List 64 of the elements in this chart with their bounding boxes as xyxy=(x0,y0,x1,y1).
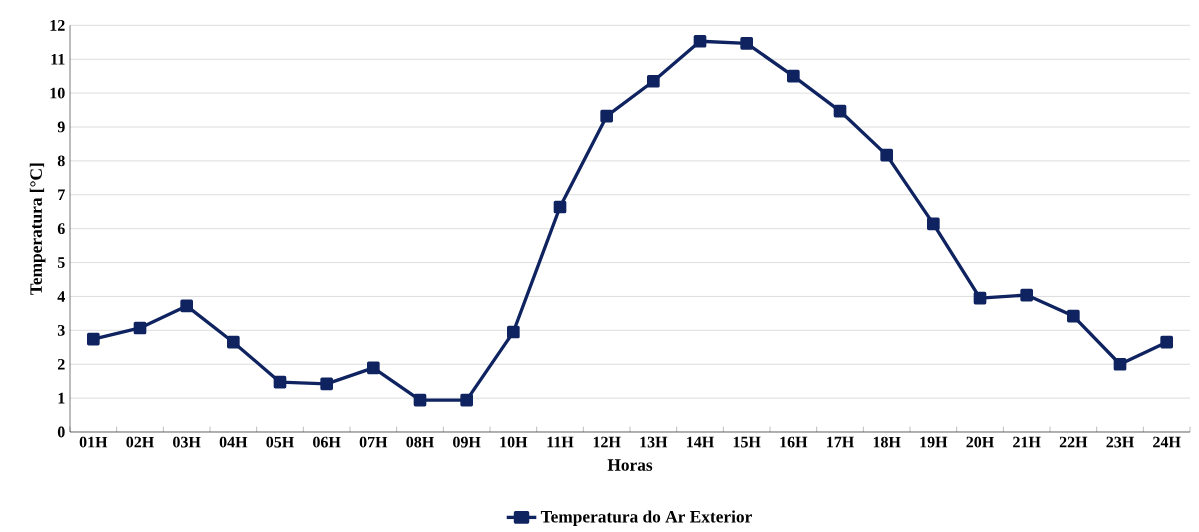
point xyxy=(1113,357,1127,371)
point xyxy=(273,375,287,389)
y-tick-label: 4 xyxy=(57,291,65,302)
point xyxy=(973,291,987,305)
point xyxy=(600,109,614,123)
x-tick-label: 15H xyxy=(733,436,761,448)
point xyxy=(787,69,800,83)
point xyxy=(180,299,194,313)
y-axis-title: Temperatura [°C] xyxy=(29,163,46,295)
y-tick-label: 3 xyxy=(57,324,65,336)
y-tick-label: 7 xyxy=(58,189,65,201)
x-tick-label: 20H xyxy=(966,436,994,448)
x-tick-label: 06H xyxy=(313,436,341,448)
y-tick-label: 6 xyxy=(57,223,65,235)
point xyxy=(320,377,334,391)
point xyxy=(227,335,240,349)
x-axis-title: Horas xyxy=(607,459,653,471)
point xyxy=(413,393,427,407)
point xyxy=(553,200,567,214)
y-tick-label: 0 xyxy=(57,426,65,438)
x-tick-label: 04H xyxy=(219,436,248,448)
x-tick-label: 01H xyxy=(79,436,108,448)
x-tick-label: 23H xyxy=(1106,436,1134,448)
x-tick-label: 24H xyxy=(1153,436,1181,448)
x-tick-label: 14H xyxy=(687,436,714,448)
x-tick-label: 21H xyxy=(1013,436,1041,448)
x-tick-label: 08H xyxy=(406,436,434,448)
point xyxy=(507,325,520,339)
point xyxy=(740,36,754,50)
point xyxy=(927,217,940,231)
x-tick-label: 17H xyxy=(827,436,854,448)
y-tick-label: 10 xyxy=(50,87,65,99)
y-tick-label: 5 xyxy=(57,257,65,268)
x-tick-label: 02H xyxy=(126,436,154,448)
x-tick-label: 10H xyxy=(500,436,528,448)
point xyxy=(1020,288,1034,302)
x-tick-label: 22H xyxy=(1059,436,1088,448)
x-tick-label: 12H xyxy=(593,436,621,448)
point xyxy=(693,34,707,48)
x-tick-label: 07H xyxy=(359,436,388,448)
x-tick-label: 13H xyxy=(640,436,668,448)
point xyxy=(1067,309,1080,323)
y-tick-label: 2 xyxy=(57,358,65,370)
point xyxy=(1160,335,1174,349)
x-tick-label: 11H xyxy=(547,436,574,448)
x-tick-label: 19H xyxy=(920,436,948,448)
point xyxy=(880,148,894,162)
x-tick-label: 09H xyxy=(453,436,481,448)
x-tick-label: 18H xyxy=(873,436,901,448)
y-tick-label: 12 xyxy=(50,20,65,31)
x-tick-label: 16H xyxy=(780,436,808,448)
point xyxy=(367,361,380,375)
point xyxy=(460,393,474,407)
x-tick-label: 03H xyxy=(173,436,201,448)
y-tick-label: 9 xyxy=(57,121,65,133)
y-tick-label: 11 xyxy=(51,53,65,65)
x-tick-label: 05H xyxy=(266,436,294,448)
legend-label: Temperatura do Ar Exterior xyxy=(540,510,752,527)
point xyxy=(833,104,847,118)
point xyxy=(87,332,100,346)
y-tick-label: 8 xyxy=(57,155,65,167)
y-tick-label: 1 xyxy=(58,392,65,404)
point xyxy=(647,74,660,88)
point xyxy=(133,321,147,335)
